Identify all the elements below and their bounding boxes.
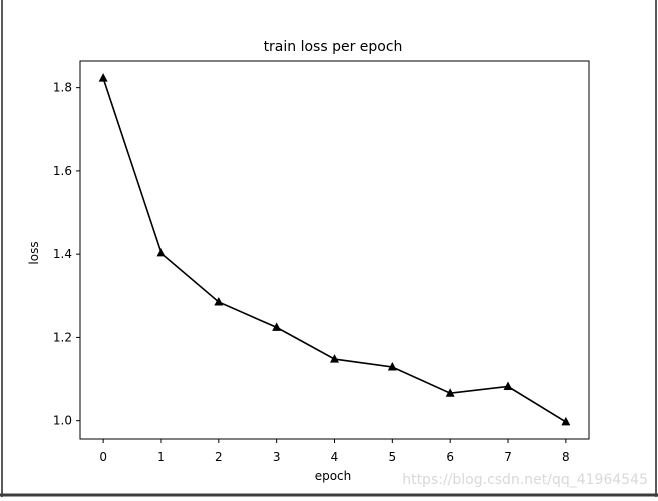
- y-tick-label: 1.2: [53, 330, 72, 344]
- data-point-marker: [503, 381, 513, 391]
- x-tick-label: 3: [273, 450, 281, 464]
- data-point-marker: [330, 354, 339, 363]
- x-tick-label: 7: [504, 450, 512, 464]
- x-tick-label: 2: [215, 450, 223, 464]
- chart-title: train loss per epoch: [264, 39, 403, 55]
- y-tick-label: 1.6: [53, 164, 72, 178]
- x-tick-label: 6: [446, 450, 454, 464]
- axes: 0 1 2 3 4 5 6 7 8 1.0 1.2 1.4 1.6 1.8: [53, 60, 590, 464]
- data-point-marker: [387, 361, 397, 371]
- watermark-text: https://blog.csdn.net/qq_41964545: [402, 472, 648, 488]
- x-tick-label: 8: [562, 450, 570, 464]
- x-tick-label: 0: [99, 450, 107, 464]
- y-tick-label: 1.4: [53, 247, 72, 261]
- y-tick-label: 1.0: [53, 414, 72, 428]
- x-axis-label: epoch: [315, 469, 352, 483]
- x-tick-label: 1: [157, 450, 165, 464]
- data-point-marker: [156, 247, 166, 257]
- data-point-marker: [561, 416, 571, 426]
- data-point-marker: [272, 322, 282, 331]
- x-tick-label: 5: [389, 450, 397, 464]
- x-tick-label: 4: [331, 450, 339, 464]
- data-point-marker: [214, 297, 224, 306]
- y-tick-label: 1.8: [53, 81, 72, 95]
- data-point-marker: [98, 73, 108, 82]
- series-layer: [98, 73, 571, 426]
- y-axis-label: loss: [27, 241, 41, 264]
- data-point-marker: [445, 388, 455, 397]
